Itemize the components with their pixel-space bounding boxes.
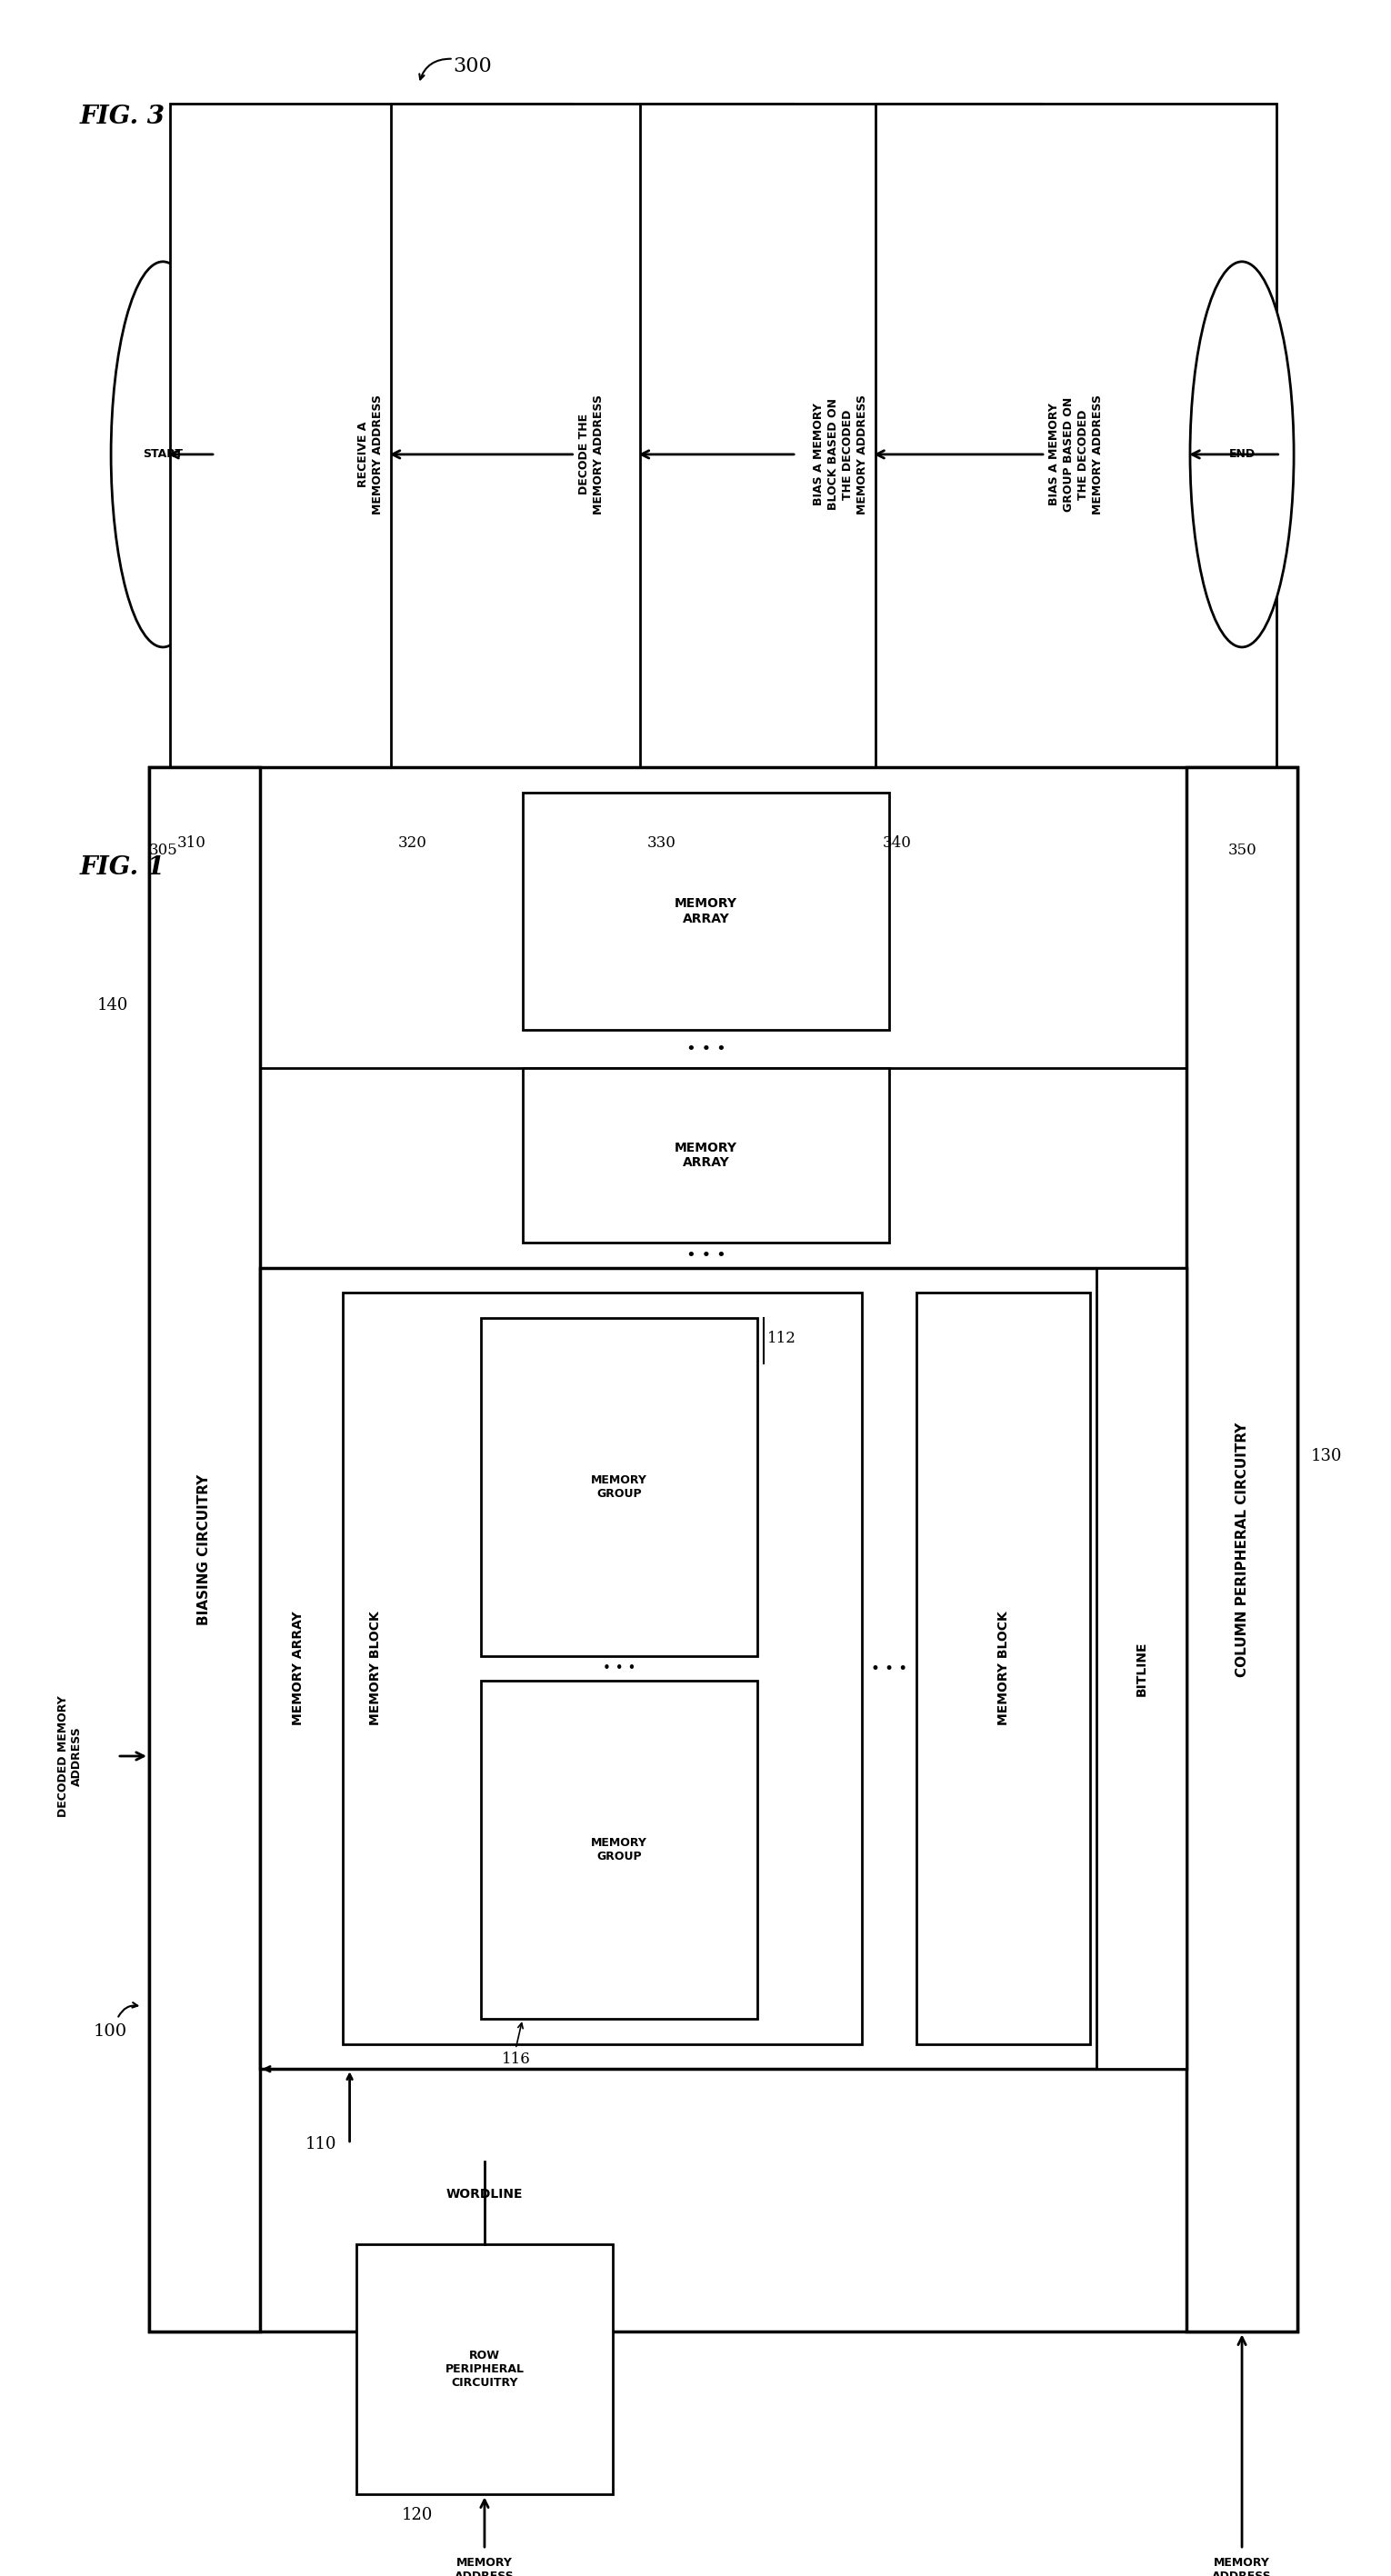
Text: 120: 120 [402, 2506, 433, 2524]
Bar [391, 103, 793, 804]
Bar [875, 103, 1277, 804]
Text: MEMORY
GROUP: MEMORY GROUP [591, 1837, 648, 1862]
Text: BIAS A MEMORY
BLOCK BASED ON
THE DECODED
MEMORY ADDRESS: BIAS A MEMORY BLOCK BASED ON THE DECODED… [812, 394, 868, 515]
Text: DECODE THE
MEMORY ADDRESS: DECODE THE MEMORY ADDRESS [579, 394, 605, 515]
Text: 350: 350 [1228, 842, 1257, 858]
Text: MEMORY
ARRAY: MEMORY ARRAY [675, 1141, 737, 1170]
Ellipse shape [111, 263, 214, 647]
Text: 300: 300 [453, 57, 492, 77]
Bar [481, 1319, 758, 1656]
Text: 130: 130 [1312, 1448, 1342, 1463]
Bar [342, 1293, 861, 2043]
Text: • • •: • • • [686, 1041, 726, 1056]
Bar [1096, 1267, 1187, 2069]
Text: COLUMN PERIPHERAL CIRCUITRY: COLUMN PERIPHERAL CIRCUITRY [1235, 1422, 1249, 1677]
Text: 110: 110 [306, 2136, 337, 2154]
Text: 340: 340 [882, 835, 911, 850]
Text: 112: 112 [768, 1332, 797, 1347]
Bar [640, 103, 1042, 804]
Text: MEMORY ARRAY: MEMORY ARRAY [292, 1613, 305, 1726]
Text: • • •: • • • [871, 1662, 907, 1677]
Bar [260, 1267, 1187, 2069]
Text: BITLINE: BITLINE [1135, 1641, 1148, 1695]
Text: MEMORY
ADDRESS: MEMORY ADDRESS [1212, 2558, 1271, 2576]
Text: • • •: • • • [602, 1662, 636, 1674]
Text: 330: 330 [647, 835, 676, 850]
Bar [149, 768, 1298, 2331]
Bar [149, 768, 260, 2331]
Text: START: START [143, 448, 182, 461]
Text: 305: 305 [149, 842, 178, 858]
Text: • • •: • • • [686, 1247, 726, 1265]
Text: BIAS A MEMORY
GROUP BASED ON
THE DECODED
MEMORY ADDRESS: BIAS A MEMORY GROUP BASED ON THE DECODED… [1049, 394, 1103, 515]
Bar [1187, 768, 1298, 2331]
Text: MEMORY
ARRAY: MEMORY ARRAY [675, 896, 737, 925]
Text: FIG. 1: FIG. 1 [79, 855, 166, 878]
Text: MEMORY
GROUP: MEMORY GROUP [591, 1473, 648, 1499]
Text: 140: 140 [97, 997, 128, 1012]
Bar [356, 2244, 612, 2494]
Text: 320: 320 [398, 835, 427, 850]
Bar [170, 103, 570, 804]
Text: BIASING CIRCUITRY: BIASING CIRCUITRY [198, 1473, 211, 1625]
Bar [523, 1066, 889, 1244]
Text: FIG. 3: FIG. 3 [79, 103, 166, 129]
Bar [523, 793, 889, 1030]
Text: 310: 310 [177, 835, 206, 850]
Text: RECEIVE A
MEMORY ADDRESS: RECEIVE A MEMORY ADDRESS [357, 394, 384, 515]
Text: DECODED MEMORY
ADDRESS: DECODED MEMORY ADDRESS [57, 1695, 83, 1816]
Text: ROW
PERIPHERAL
CIRCUITRY: ROW PERIPHERAL CIRCUITRY [445, 2349, 524, 2388]
Text: WORDLINE: WORDLINE [447, 2187, 523, 2200]
Text: MEMORY BLOCK: MEMORY BLOCK [370, 1613, 383, 1726]
Bar [481, 1682, 758, 2020]
Text: END: END [1228, 448, 1255, 461]
Bar [917, 1293, 1089, 2043]
Text: MEMORY
ADDRESS: MEMORY ADDRESS [455, 2558, 515, 2576]
Text: 116: 116 [502, 2050, 531, 2066]
Text: MEMORY BLOCK: MEMORY BLOCK [997, 1613, 1010, 1726]
Ellipse shape [1191, 263, 1294, 647]
Text: 100: 100 [93, 2022, 128, 2040]
